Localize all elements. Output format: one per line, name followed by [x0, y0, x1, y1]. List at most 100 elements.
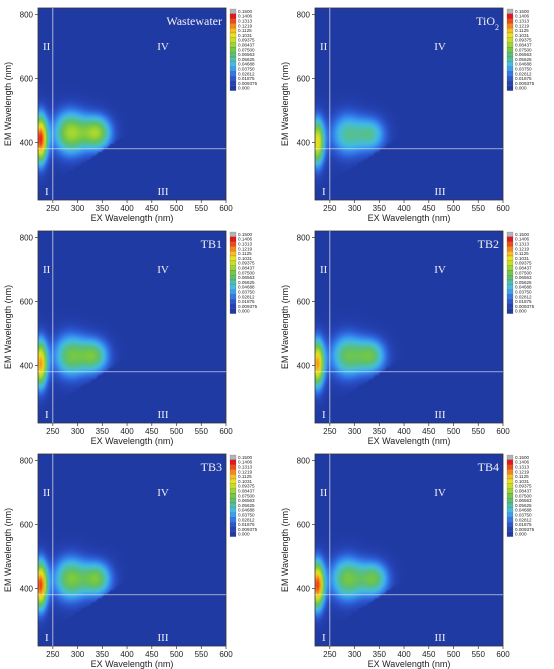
region-label-II: II — [43, 264, 51, 276]
colorbar-swatch — [229, 265, 237, 271]
colorbar-swatch — [229, 502, 237, 508]
x-tick-label: 250 — [46, 650, 60, 659]
region-label-III: III — [435, 632, 446, 644]
x-tick-label: 600 — [496, 204, 510, 213]
colorbar-swatch — [229, 498, 237, 504]
colorbar-swatch — [506, 236, 514, 242]
colorbar-swatch — [506, 18, 514, 24]
colorbar-level-label: 0.09375 — [515, 261, 532, 266]
region-label-IV: IV — [157, 41, 169, 53]
x-tick-label: 300 — [348, 650, 362, 659]
colorbar-swatch — [229, 507, 237, 513]
colorbar-swatch — [506, 231, 514, 237]
colorbar-swatch — [229, 474, 237, 480]
colorbar-level-label: 0.06563 — [238, 498, 255, 503]
colorbar-swatch — [229, 23, 237, 29]
colorbar-level-label: 0.04688 — [515, 285, 532, 290]
y-tick-label: 400 — [20, 584, 34, 593]
colorbar-swatch — [506, 270, 514, 276]
region-label-III: III — [435, 409, 446, 421]
region-label-I: I — [45, 409, 49, 421]
region-label-III: III — [158, 632, 169, 644]
panel-title: TiO2 — [476, 14, 499, 32]
colorbar-level-label: 0.05625 — [238, 503, 255, 508]
colorbar-level-label: 0.01875 — [238, 299, 255, 304]
colorbar-swatch — [229, 493, 237, 499]
colorbar-swatch — [229, 236, 237, 242]
colorbar-swatch — [506, 289, 514, 295]
colorbar-swatch — [506, 8, 514, 14]
region-label-IV: IV — [157, 264, 169, 276]
colorbar-level-label: 0.02812 — [515, 517, 532, 522]
colorbar-swatch — [229, 231, 237, 237]
region-label-IV: IV — [434, 41, 446, 53]
colorbar-level-label: 0.01875 — [515, 299, 532, 304]
colorbar-level-label: 0.1125 — [515, 28, 529, 33]
region-label-I: I — [322, 632, 326, 644]
colorbar-swatch — [229, 289, 237, 295]
y-tick-label: 800 — [297, 456, 311, 465]
colorbar-swatch — [229, 18, 237, 24]
region-label-III: III — [158, 409, 169, 421]
colorbar-level-label: 0.1031 — [238, 256, 252, 261]
colorbar-swatch — [506, 66, 514, 72]
colorbar-level-label: 0.1313 — [238, 242, 252, 247]
colorbar-swatch — [229, 454, 237, 460]
colorbar-level-label: 0.07500 — [238, 270, 255, 275]
panel-title: TB1 — [201, 237, 222, 251]
colorbar-level-label: 0.009375 — [238, 81, 258, 86]
x-tick-label: 550 — [195, 427, 209, 436]
colorbar-level-label: 0.07500 — [238, 493, 255, 498]
colorbar-swatch — [229, 76, 237, 82]
colorbar-level-label: 0.08437 — [515, 266, 532, 271]
colorbar-level-label: 0.09375 — [515, 484, 532, 489]
colorbar-swatch — [506, 522, 514, 528]
x-axis-label: EX Wavelength (nm) — [368, 436, 451, 446]
colorbar-level-label: 0.06563 — [515, 52, 532, 57]
heatmap-surface — [38, 8, 226, 200]
colorbar-level-label: 0.1500 — [238, 9, 252, 14]
colorbar-level-label: 0.05625 — [238, 280, 255, 285]
colorbar-level-label: 0.04688 — [238, 62, 255, 67]
colorbar-level-label: 0.08437 — [238, 266, 255, 271]
region-label-II: II — [43, 487, 51, 499]
colorbar-level-label: 0.04688 — [515, 62, 532, 67]
y-axis-label: EM Wavelength (nm) — [280, 285, 290, 369]
heatmap-surface — [38, 231, 226, 423]
colorbar-swatch — [506, 493, 514, 499]
colorbar-swatch — [506, 303, 514, 309]
colorbar-swatch — [229, 246, 237, 252]
colorbar-level-label: 0.1219 — [238, 23, 252, 28]
x-tick-label: 450 — [145, 427, 159, 436]
eem-panel-0: I II III IV Wastewater 250 300 350 400 450 500 550 6… — [0, 0, 277, 223]
colorbar-level-label: 0.03750 — [515, 513, 532, 518]
colorbar-swatch — [229, 464, 237, 470]
colorbar-swatch — [229, 66, 237, 72]
colorbar-swatch — [506, 265, 514, 271]
colorbar-level-label: 0.03750 — [238, 290, 255, 295]
colorbar-level-label: 0.1500 — [515, 9, 529, 14]
colorbar-swatch — [506, 260, 514, 266]
colorbar-level-label: 0.1031 — [515, 33, 529, 38]
colorbar-swatch — [229, 8, 237, 14]
x-tick-label: 600 — [496, 427, 510, 436]
colorbar-level-label: 0.06563 — [515, 498, 532, 503]
colorbar-level-label: 0.1406 — [238, 14, 252, 19]
x-tick-label: 350 — [373, 650, 387, 659]
colorbar-level-label: 0.000 — [238, 532, 250, 537]
y-tick-label: 600 — [20, 74, 34, 83]
plot-frame — [37, 7, 227, 201]
y-axis-label: EM Wavelength (nm) — [3, 285, 13, 369]
eem-panel-3: I II III IV TB2 250 300 350 400 450 500 550 600 400 60… — [277, 223, 554, 446]
colorbar-level-label: 0.06563 — [238, 52, 255, 57]
y-tick-label: 400 — [297, 584, 311, 593]
colorbar-swatch — [229, 80, 237, 86]
x-tick-label: 350 — [96, 204, 110, 213]
x-tick-label: 550 — [472, 650, 486, 659]
colorbar-swatch — [229, 71, 237, 77]
colorbar-level-label: 0.1406 — [515, 460, 529, 465]
